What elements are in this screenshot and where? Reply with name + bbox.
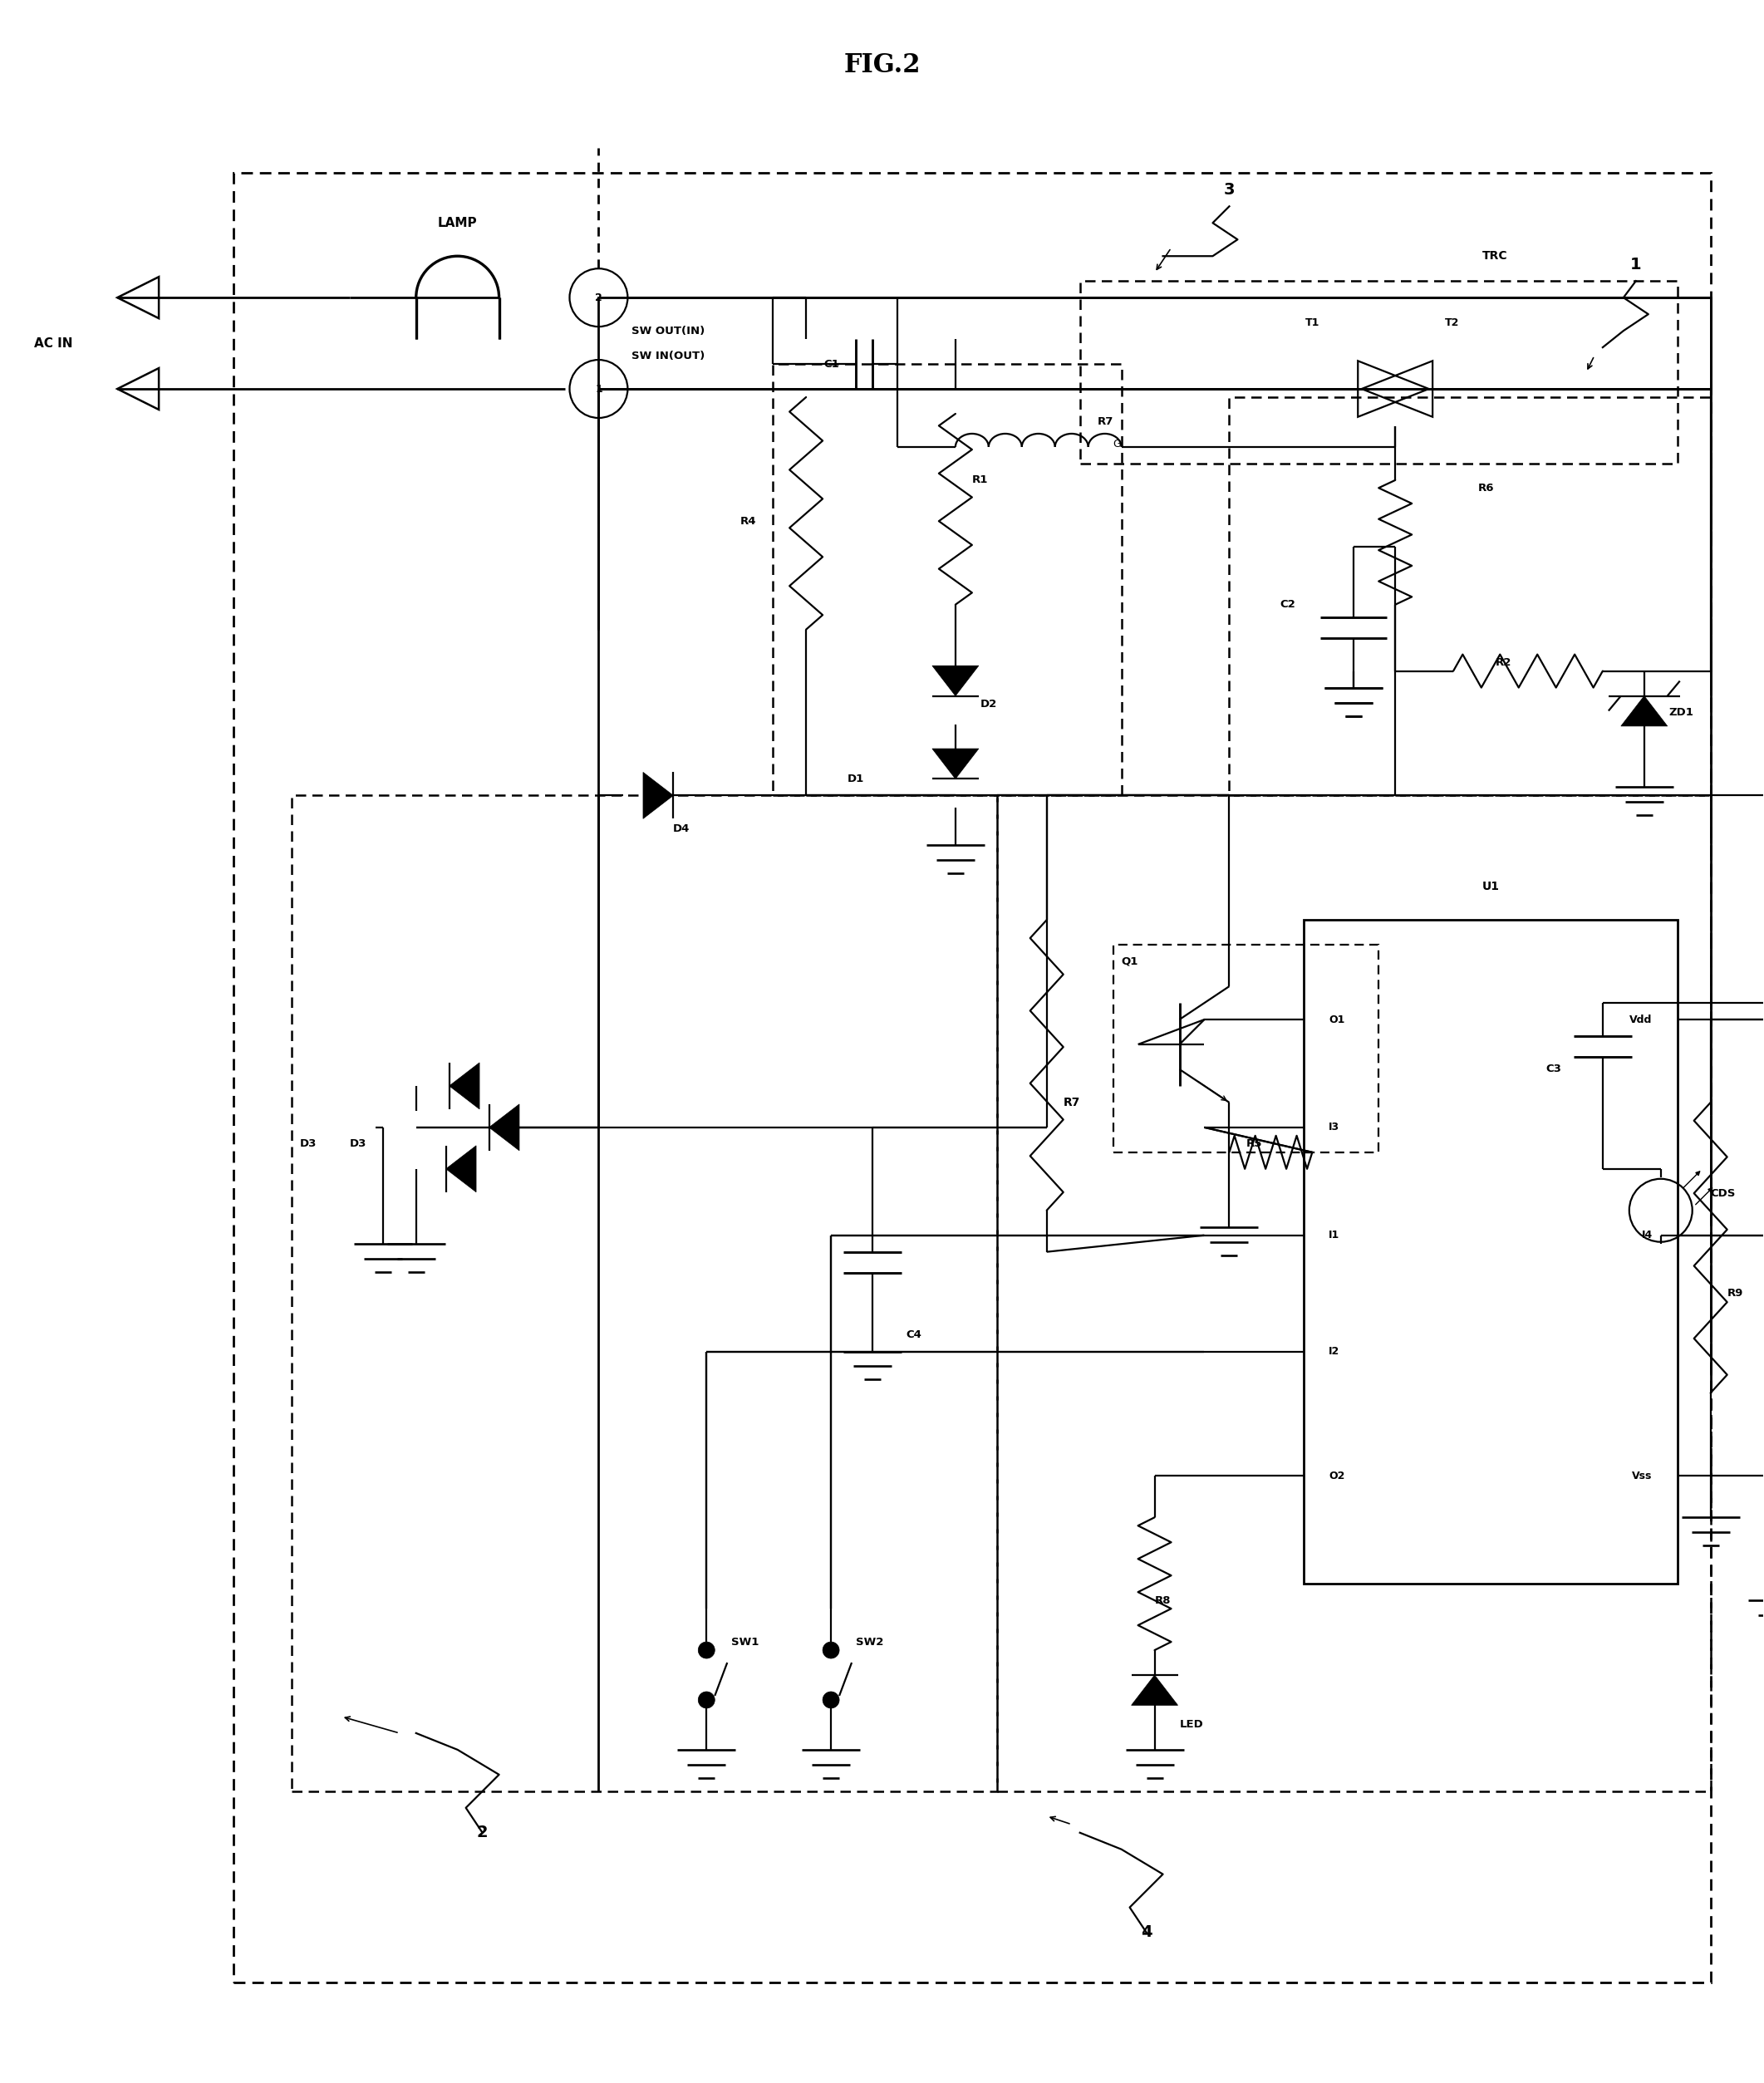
Text: FIG.2: FIG.2 <box>843 52 921 79</box>
Text: R2: R2 <box>1496 658 1512 669</box>
Text: I1: I1 <box>1328 1229 1341 1241</box>
Text: SW2: SW2 <box>856 1637 884 1648</box>
Text: I3: I3 <box>1328 1123 1341 1133</box>
Text: R4: R4 <box>741 517 757 527</box>
Polygon shape <box>931 667 979 696</box>
Text: Vdd: Vdd <box>1630 1014 1653 1025</box>
Text: C1: C1 <box>824 358 840 369</box>
Circle shape <box>699 1691 714 1708</box>
Text: G: G <box>1113 440 1122 450</box>
Text: D3: D3 <box>300 1139 316 1150</box>
Text: 3: 3 <box>1224 181 1235 198</box>
Text: TRC: TRC <box>1482 250 1508 262</box>
Text: R7: R7 <box>1097 417 1113 427</box>
Text: C4: C4 <box>905 1329 921 1339</box>
Text: AC IN: AC IN <box>34 337 72 350</box>
Text: D2: D2 <box>981 698 997 710</box>
Text: 1: 1 <box>594 383 602 394</box>
Text: LED: LED <box>1180 1718 1203 1731</box>
Text: R6: R6 <box>1478 483 1494 494</box>
Text: C2: C2 <box>1281 600 1297 610</box>
Bar <box>1304 921 1678 1583</box>
Text: 2: 2 <box>476 1825 489 1841</box>
Circle shape <box>822 1641 840 1658</box>
Text: SW IN(OUT): SW IN(OUT) <box>632 350 706 360</box>
Text: D4: D4 <box>674 823 690 833</box>
Text: R5: R5 <box>1245 1139 1261 1150</box>
Text: Vss: Vss <box>1632 1471 1653 1481</box>
Text: LAMP: LAMP <box>437 217 478 229</box>
Text: O2: O2 <box>1328 1471 1344 1481</box>
Polygon shape <box>446 1146 476 1191</box>
Text: Q1: Q1 <box>1122 956 1138 967</box>
Polygon shape <box>931 748 979 779</box>
Text: R7: R7 <box>1064 1096 1080 1108</box>
Text: T2: T2 <box>1445 317 1459 327</box>
Text: C3: C3 <box>1545 1064 1561 1075</box>
Text: T1: T1 <box>1305 317 1319 327</box>
Text: R9: R9 <box>1727 1287 1743 1298</box>
Text: D1: D1 <box>847 773 864 785</box>
Text: R8: R8 <box>1155 1596 1171 1606</box>
Circle shape <box>822 1691 840 1708</box>
Text: U1: U1 <box>1482 881 1499 892</box>
Polygon shape <box>1131 1675 1178 1706</box>
Polygon shape <box>1621 696 1667 727</box>
Polygon shape <box>450 1062 480 1108</box>
Text: ZD1: ZD1 <box>1669 706 1693 719</box>
Text: R1: R1 <box>972 475 988 485</box>
Text: I4: I4 <box>1642 1229 1653 1241</box>
Text: D3: D3 <box>349 1139 367 1150</box>
Text: I2: I2 <box>1328 1346 1341 1356</box>
Text: 2: 2 <box>594 292 602 302</box>
Polygon shape <box>489 1104 519 1150</box>
Text: 1: 1 <box>1630 256 1642 273</box>
Bar <box>598 298 1711 390</box>
Text: SW1: SW1 <box>732 1637 759 1648</box>
Polygon shape <box>644 773 674 819</box>
Text: 4: 4 <box>1141 1925 1152 1939</box>
Text: O1: O1 <box>1328 1014 1344 1025</box>
Text: CDS: CDS <box>1711 1189 1736 1200</box>
Circle shape <box>699 1641 714 1658</box>
Text: SW OUT(IN): SW OUT(IN) <box>632 325 706 335</box>
